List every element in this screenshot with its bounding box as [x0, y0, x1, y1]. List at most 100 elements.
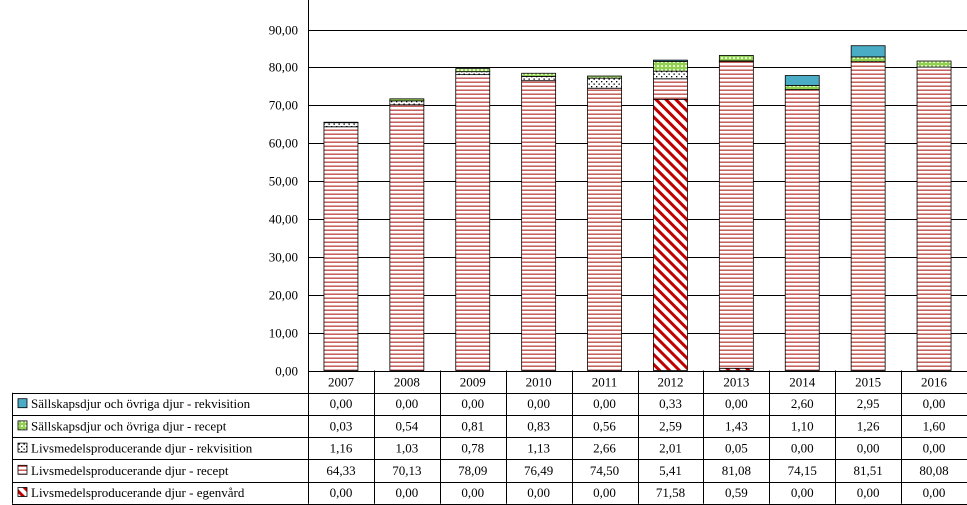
table-cell-value: 0,33	[659, 396, 682, 411]
bar-segment-2015-2	[850, 61, 886, 371]
bar-segment-2014-5	[784, 75, 820, 86]
table-cell-value: 81,08	[722, 463, 751, 478]
table-cell-value: 76,49	[524, 463, 553, 478]
table-cell-value: 1,03	[395, 441, 418, 456]
table-cell-value: 1,13	[527, 441, 550, 456]
legend-swatch	[17, 420, 28, 431]
table-cell-value: 0,00	[461, 396, 484, 411]
bar-segment-2009-2	[455, 74, 491, 371]
bar-segment-2008-4	[389, 98, 425, 102]
bar-segment-2010-2	[521, 80, 557, 371]
table-cell-value: 0,00	[395, 396, 418, 411]
y-tick-label: 80,00	[269, 60, 298, 75]
table-cell-value: 0,00	[395, 485, 418, 500]
bar-segment-2013-4	[718, 55, 754, 62]
table-cell-value: 0,81	[461, 418, 484, 433]
y-tick-label: 70,00	[269, 98, 298, 113]
table-cell-value: 70,13	[392, 463, 421, 478]
bar-segment-2016-4	[916, 60, 952, 68]
legend-label: Livsmedelsproducerande djur - rekvisitio…	[31, 441, 253, 456]
legend-label: Livsmedelsproducerande djur - recept	[31, 463, 229, 478]
table-cell-value: 0,00	[330, 485, 353, 500]
x-category-label: 2009	[460, 375, 486, 390]
table-cell-value: 0,00	[857, 441, 880, 456]
x-category-label: 2011	[592, 375, 618, 390]
table-cell-value: 0,83	[527, 418, 550, 433]
bar-segment-2012-3	[653, 70, 688, 80]
bar-segment-2016-2	[916, 66, 952, 371]
table-cell-value: 2,01	[659, 441, 682, 456]
y-tick-label: 0,00	[275, 364, 298, 379]
legend-label: Sällskapsdjur och övriga djur - rekvisit…	[31, 396, 251, 411]
y-axis: 0,00 10,00 20,00 30,00 40,00 50,00 60,00 70,00 8…	[269, 0, 309, 379]
table-cell-value: 0,00	[923, 485, 946, 500]
bar-segment-2008-3	[389, 100, 425, 106]
table-cell-value: 1,43	[725, 418, 748, 433]
table-cell-value: 0,00	[330, 396, 353, 411]
x-category-label: 2010	[526, 375, 552, 390]
table-cell-value: 64,33	[326, 463, 355, 478]
table-cell-value: 0,00	[791, 485, 814, 500]
legend-swatch	[17, 464, 28, 475]
table-cell-value: 2,66	[593, 441, 616, 456]
table-cell-value: 74,50	[590, 463, 619, 478]
y-tick-label: 60,00	[269, 136, 298, 151]
table-cell-value: 74,15	[788, 463, 817, 478]
bar-segment-2011-3	[587, 77, 622, 89]
table-cell-value: 0,03	[330, 418, 353, 433]
data-table: 2007 2008 2009 2010 2011 2012 2013 2014 2015 2016…	[12, 370, 967, 505]
bar-segment-2014-4	[784, 84, 820, 90]
legend-swatch	[17, 442, 28, 453]
table-cell-value: 2,60	[791, 396, 814, 411]
table-cell-value: 1,16	[330, 441, 353, 456]
table-cell-value: 1,26	[857, 418, 880, 433]
table-cell-value: 1,60	[923, 418, 946, 433]
table-cell-value: 0,00	[527, 396, 550, 411]
x-category-label: 2007	[328, 375, 355, 390]
bar-segment-2011-2	[587, 87, 622, 371]
bar-segment-2012-5	[653, 59, 688, 62]
bar-segment-2009-3	[455, 71, 491, 76]
bar-segment-2012-2	[653, 78, 688, 100]
y-tick-label: 40,00	[269, 212, 298, 227]
bar-segment-2007-2	[323, 126, 359, 371]
bar-segment-2014-2	[784, 89, 820, 371]
bar-segment-2015-5	[850, 45, 886, 58]
table-cell-value: 0,00	[461, 485, 484, 500]
bar-segment-2008-2	[389, 104, 425, 371]
bar-segment-2011-4	[587, 75, 622, 79]
bar-stacks	[323, 45, 952, 371]
bar-segment-2010-3	[521, 76, 557, 82]
table-cell-value: 0,59	[725, 485, 748, 500]
table-cell-value: 0,00	[791, 441, 814, 456]
table-cell-value: 81,51	[854, 463, 883, 478]
y-tick-label: 30,00	[269, 250, 298, 265]
table-cell-value: 80,08	[919, 463, 948, 478]
table-cell-value: 0,00	[593, 485, 616, 500]
table-cell-value: 1,10	[791, 418, 814, 433]
bar-segment-2010-4	[521, 72, 557, 77]
bar-segment-2012-4	[653, 60, 688, 72]
x-category-label: 2014	[789, 375, 816, 390]
x-category-label: 2015	[855, 375, 881, 390]
bar-segment-2007-4	[323, 121, 359, 124]
table-cell-value: 0,05	[725, 441, 748, 456]
y-tick-label: 10,00	[269, 326, 298, 341]
table-cell-value: 2,59	[659, 418, 682, 433]
table-cell-value: 0,56	[593, 418, 616, 433]
y-tick-label: 50,00	[269, 174, 298, 189]
bar-segment-2012-1	[653, 98, 688, 371]
table-cell-value: 0,00	[527, 485, 550, 500]
table-cell-value: 0,00	[923, 396, 946, 411]
table-cell-value: 0,78	[461, 441, 484, 456]
table-cell-value: 0,00	[593, 396, 616, 411]
x-category-label: 2016	[921, 375, 948, 390]
y-tick-label: 20,00	[269, 288, 298, 303]
table-cell-value: 2,95	[857, 396, 880, 411]
legend-swatch	[17, 487, 28, 497]
table-cell-value: 5,41	[659, 463, 682, 478]
bar-segment-2009-4	[455, 68, 491, 73]
table-cell-value: 0,54	[395, 418, 418, 433]
table-cell-value: 78,09	[458, 463, 487, 478]
